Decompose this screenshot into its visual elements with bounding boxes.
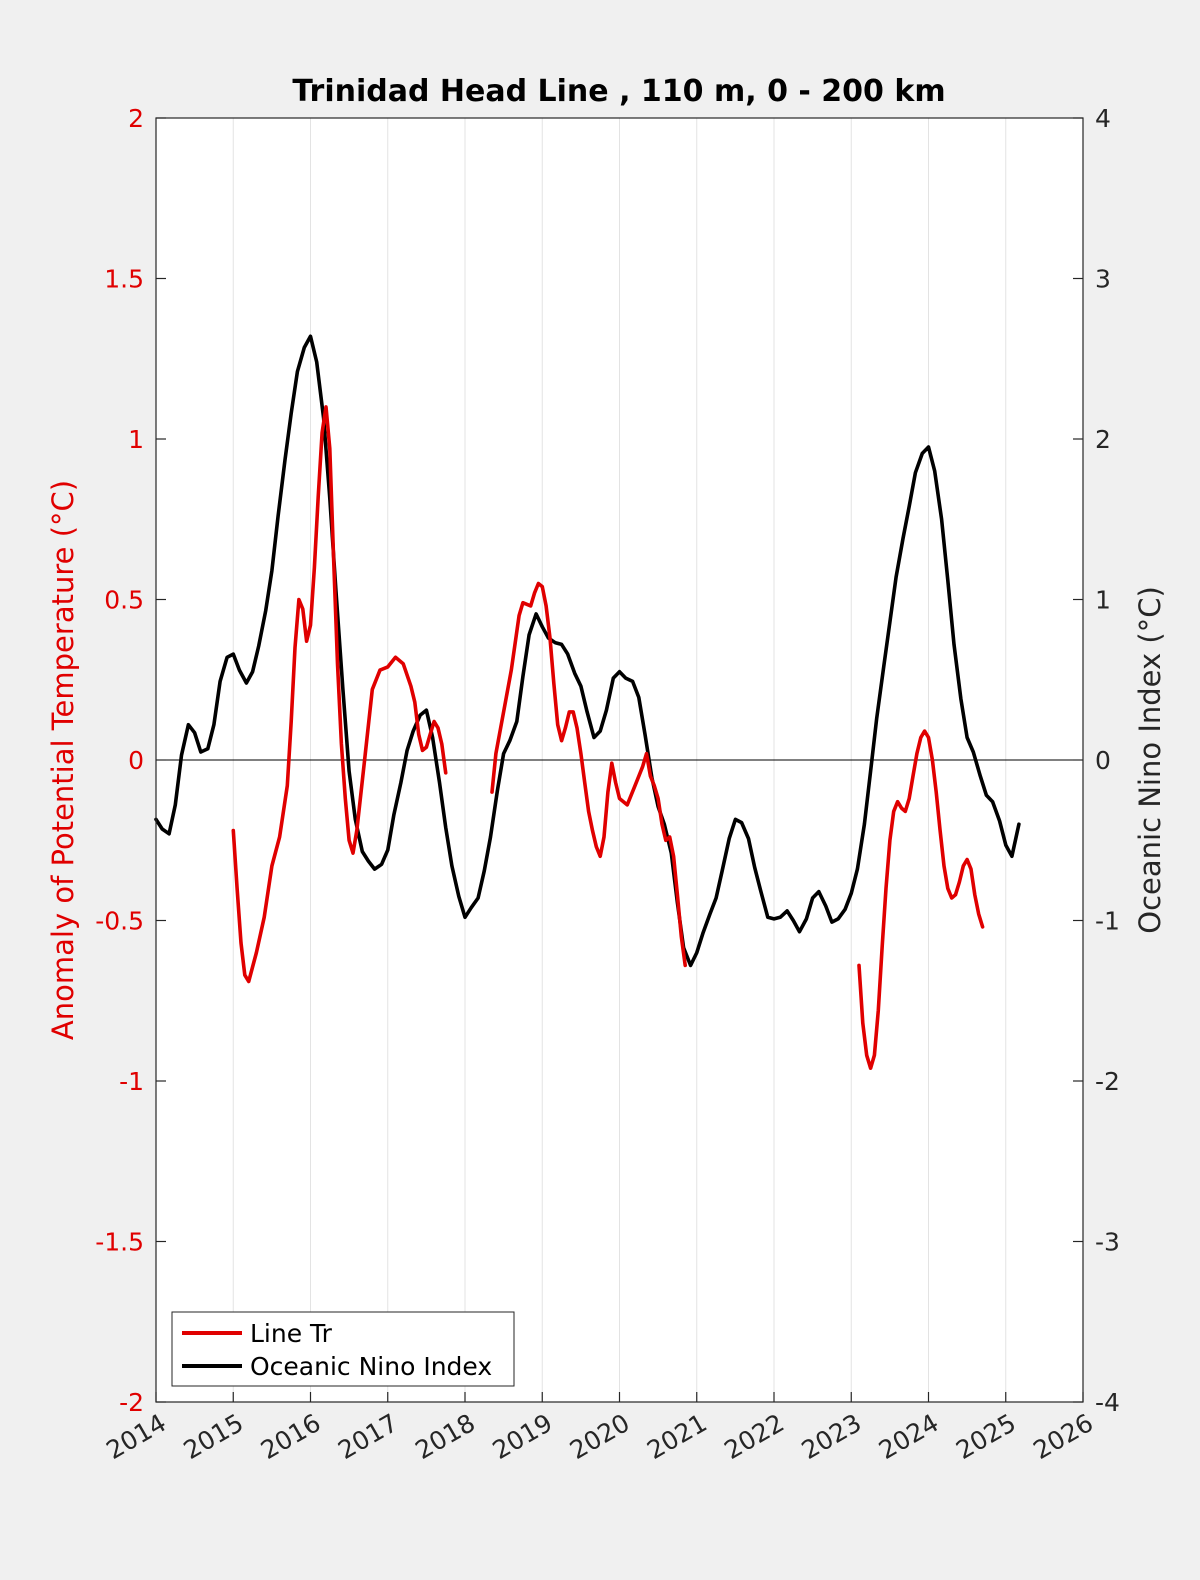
y-axis-left-label: Anomaly of Potential Temperature (°C) — [46, 480, 80, 1040]
legend-label-line-tr: Line Tr — [250, 1319, 333, 1348]
y-right-tick-label: 0 — [1095, 746, 1111, 775]
series-line-line-tr-segment-3 — [857, 729, 985, 1070]
y-axis-right-label: Oceanic Nino Index (°C) — [1133, 586, 1167, 934]
x-tick-label: 2020 — [565, 1408, 635, 1465]
x-tick-label: 2018 — [410, 1408, 480, 1465]
series-layer — [154, 334, 1021, 1070]
series-line-line-tr-segment-2 — [490, 581, 688, 968]
y-left-tick-label: 1 — [128, 425, 144, 454]
y-right-tick-label: 3 — [1095, 265, 1111, 294]
y-right-tick-label: -2 — [1095, 1067, 1120, 1096]
x-tick-label: 2025 — [951, 1408, 1021, 1465]
x-tick-label: 2024 — [874, 1408, 944, 1465]
x-tick-label: 2022 — [719, 1408, 789, 1465]
x-tick-label: 2026 — [1028, 1408, 1098, 1465]
y-right-tick-label: -3 — [1095, 1228, 1120, 1257]
y-left-tick-label: -0.5 — [95, 907, 144, 936]
y-right-tick-label: -4 — [1095, 1388, 1120, 1417]
y-left-tick-label: 0.5 — [104, 586, 144, 615]
x-tick-label: 2016 — [256, 1408, 326, 1465]
y-right-tick-label: 1 — [1095, 586, 1111, 615]
legend: Line Tr Oceanic Nino Index — [171, 1311, 515, 1387]
x-tick-label: 2015 — [179, 1408, 249, 1465]
y-right-tick-label: 2 — [1095, 425, 1111, 454]
y-right-tick-label: -1 — [1095, 907, 1120, 936]
y-right-tick-label: 4 — [1095, 104, 1111, 133]
x-tick-label: 2021 — [642, 1408, 712, 1465]
series-line-oceanic-nino-index-segment-1 — [154, 334, 1021, 968]
tick-layer — [155, 117, 1084, 1403]
chart-title: Trinidad Head Line , 110 m, 0 - 200 km — [292, 74, 945, 109]
y-left-tick-label: 2 — [128, 104, 144, 133]
x-tick-label: 2019 — [488, 1408, 558, 1465]
y-left-tick-label: 0 — [128, 746, 144, 775]
y-left-tick-label: 1.5 — [104, 265, 144, 294]
y-left-tick-label: -2 — [119, 1388, 144, 1417]
x-tick-label: 2023 — [797, 1408, 867, 1465]
series-line-line-tr-segment-1 — [231, 405, 448, 984]
y-left-tick-label: -1.5 — [95, 1228, 144, 1257]
legend-label-oni: Oceanic Nino Index — [250, 1352, 492, 1381]
x-tick-label: 2017 — [333, 1408, 403, 1465]
legend-box — [171, 1311, 515, 1387]
y-left-tick-label: -1 — [119, 1067, 144, 1096]
